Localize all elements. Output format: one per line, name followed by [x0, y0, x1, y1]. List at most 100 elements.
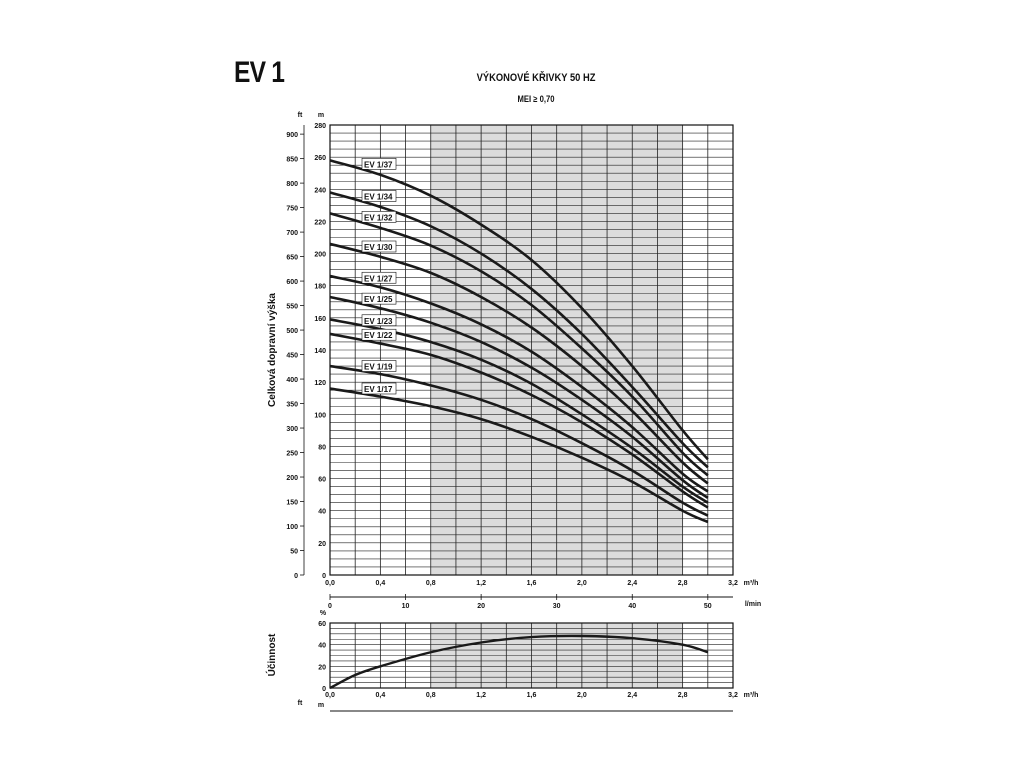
y-axis-label: Celková dopravní výška	[267, 293, 278, 407]
y-tick-ft: 600	[286, 279, 298, 286]
series-label-text: EV 1/32	[364, 213, 393, 222]
y-tick-m: 80	[318, 444, 326, 451]
eff-x-tick: 3,2	[728, 692, 738, 699]
y-tick-ft: 450	[286, 353, 298, 360]
y-tick-ft: 650	[286, 255, 298, 262]
y-tick-ft: 900	[286, 132, 298, 139]
series-label-box	[361, 271, 397, 284]
x-tick: 0,0	[325, 580, 335, 587]
y-tick-ft: 0	[294, 573, 298, 580]
y-tick-ft: 850	[286, 157, 298, 164]
series-label-text: EV 1/27	[364, 274, 393, 283]
head-frame	[329, 124, 734, 576]
x-tick: 3,2	[728, 580, 738, 587]
x-tick: 2,0	[577, 580, 587, 587]
eff-x-tick: 2,4	[627, 692, 637, 699]
y-tick-ft: 750	[286, 206, 298, 213]
x2-tick: 50	[704, 603, 712, 610]
chart-subtitle: MEI ≥ 0,70	[517, 94, 555, 104]
y-tick-ft: 400	[286, 377, 298, 384]
series-label-box	[361, 314, 397, 327]
eff-x-tick: 2,8	[678, 692, 688, 699]
bottom-unit-m: m	[318, 702, 324, 709]
series-label: EV 1/37	[361, 158, 397, 170]
series-label-box	[361, 328, 397, 341]
y-tick-ft: 350	[286, 402, 298, 409]
series-label: EV 1/19	[361, 360, 397, 372]
bottom-unit-ft: ft	[298, 700, 303, 707]
y-tick-m: 140	[314, 348, 326, 355]
eff-x-tick: 0,4	[376, 692, 386, 699]
y-tick-ft: 50	[290, 549, 298, 556]
eff-x-tick: 1,2	[476, 692, 486, 699]
y-tick-m: 200	[314, 252, 326, 259]
y-tick-m: 280	[314, 123, 326, 130]
series-label-text: EV 1/23	[364, 317, 393, 326]
series-label-box	[361, 240, 397, 253]
y-tick-ft: 100	[286, 524, 298, 531]
x-tick: 1,2	[476, 580, 486, 587]
curve-ev-1-19	[329, 364, 709, 517]
eff-y-unit: %	[320, 610, 327, 617]
x2-tick: 10	[402, 603, 410, 610]
x-tick: 0,8	[426, 580, 436, 587]
series-label-text: EV 1/30	[364, 243, 393, 252]
x-tick: 2,8	[678, 580, 688, 587]
x-tick: 1,6	[527, 580, 537, 587]
y-tick-ft: 150	[286, 500, 298, 507]
series-label-box	[361, 360, 397, 372]
eff-y-tick: 20	[318, 664, 326, 671]
y-tick-m: 0	[322, 573, 326, 580]
x2-unit: l/min	[745, 601, 761, 608]
eff-y-tick: 0	[322, 686, 326, 693]
y-tick-m: 240	[314, 187, 326, 194]
series-label-text: EV 1/37	[364, 160, 393, 169]
series-label: EV 1/25	[361, 292, 397, 305]
series-label: EV 1/32	[361, 211, 397, 223]
y-tick-m: 160	[314, 316, 326, 323]
series-label: EV 1/27	[361, 271, 397, 284]
y-tick-ft: 250	[286, 451, 298, 458]
curve-ev-1-25	[329, 295, 709, 499]
y-tick-m: 180	[314, 284, 326, 291]
curve-ev-1-34	[329, 191, 709, 469]
y-tick-ft: 500	[286, 328, 298, 335]
efficiency-curve	[329, 634, 709, 690]
y-tick-m: 40	[318, 509, 326, 516]
eff-x-unit: m³/h	[744, 692, 759, 699]
series-label-box	[361, 158, 397, 170]
curve-ev-1-27	[329, 274, 709, 493]
y-tick-ft: 700	[286, 230, 298, 237]
x-tick: 2,4	[627, 580, 637, 587]
series-label-text: EV 1/25	[364, 295, 393, 304]
eff-frame	[329, 622, 734, 689]
y-tick-m: 60	[318, 477, 326, 484]
x2-tick: 40	[628, 603, 636, 610]
curve-ev-1-17	[329, 387, 709, 524]
series-label: EV 1/17	[361, 382, 397, 395]
curve-ev-1-37	[329, 159, 709, 461]
series-label-box	[361, 292, 397, 305]
curve-ev-1-32	[329, 212, 709, 477]
series-label-text: EV 1/17	[364, 385, 393, 394]
y-tick-ft: 300	[286, 426, 298, 433]
y-tick-m: 260	[314, 155, 326, 162]
series-label-text: EV 1/34	[364, 192, 393, 201]
x2-tick: 30	[553, 603, 561, 610]
model-title: EV 1	[234, 56, 285, 89]
series-label-box	[361, 211, 397, 223]
x2-tick: 20	[477, 603, 485, 610]
y-tick-m: 100	[314, 412, 326, 419]
y-tick-m: 220	[314, 219, 326, 226]
x2-tick: 0	[328, 603, 332, 610]
eff-x-tick: 2,0	[577, 692, 587, 699]
y-unit-ft: ft	[298, 112, 303, 119]
series-label-text: EV 1/19	[364, 362, 393, 371]
series-label: EV 1/30	[361, 240, 397, 253]
y-tick-m: 20	[318, 541, 326, 548]
series-label: EV 1/23	[361, 314, 397, 327]
series-label-box	[361, 190, 397, 202]
y-tick-ft: 550	[286, 304, 298, 311]
eff-y-tick: 60	[318, 621, 326, 628]
y-tick-ft: 200	[286, 475, 298, 482]
